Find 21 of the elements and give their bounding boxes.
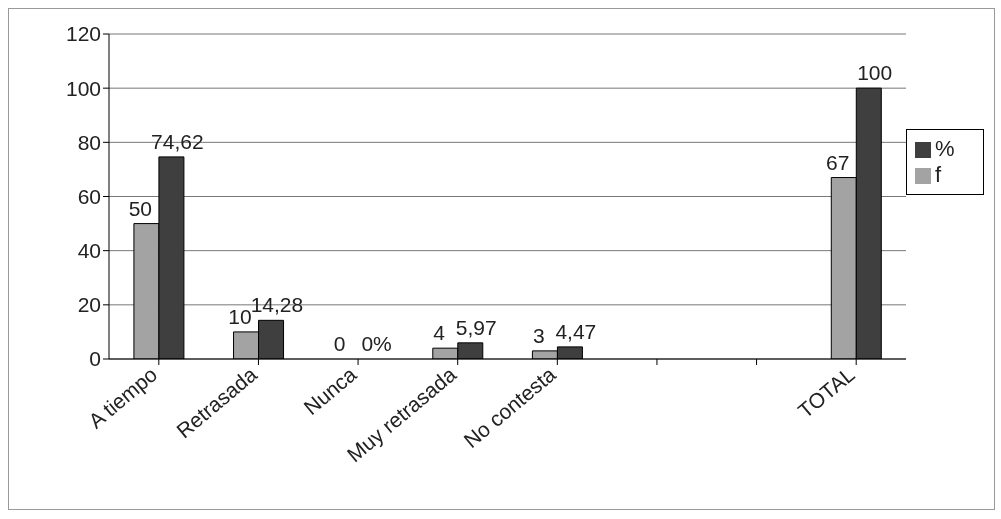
data-label: 4,47 — [555, 319, 597, 343]
data-label: 100 — [857, 61, 893, 85]
data-label: 0 — [333, 332, 346, 355]
data-label: 0% — [361, 332, 392, 355]
data-label: 10 — [228, 304, 252, 328]
data-label: 4 — [433, 321, 446, 345]
data-label: 3 — [532, 323, 545, 347]
y-tick-label: 60 — [77, 184, 101, 208]
data-label: 74,62 — [151, 129, 204, 153]
legend-label: f — [935, 162, 942, 187]
data-label: 50 — [128, 196, 152, 220]
y-tick-label: 0 — [89, 347, 101, 371]
y-tick-label: 80 — [77, 130, 101, 154]
y-tick-label: 40 — [77, 239, 101, 263]
data-label: 14,28 — [250, 293, 304, 317]
legend-label: % — [935, 136, 955, 161]
data-label: 5,97 — [455, 315, 497, 339]
data-label: 67 — [826, 150, 850, 174]
y-tick-label: 120 — [65, 22, 101, 46]
y-tick-label: 100 — [65, 76, 101, 100]
y-tick-label: 20 — [77, 293, 101, 317]
